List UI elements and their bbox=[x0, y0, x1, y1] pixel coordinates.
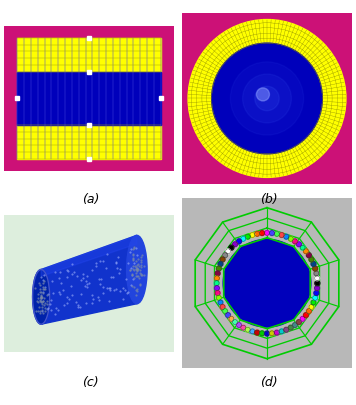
Circle shape bbox=[293, 239, 297, 244]
Circle shape bbox=[250, 233, 255, 238]
Circle shape bbox=[230, 63, 304, 136]
Circle shape bbox=[284, 234, 289, 239]
Circle shape bbox=[215, 271, 220, 276]
Circle shape bbox=[232, 320, 237, 325]
Circle shape bbox=[314, 291, 319, 296]
Circle shape bbox=[260, 331, 265, 336]
Circle shape bbox=[229, 317, 234, 322]
Bar bbox=[17, 126, 161, 160]
Circle shape bbox=[229, 245, 234, 250]
Circle shape bbox=[311, 300, 316, 305]
Circle shape bbox=[297, 320, 302, 325]
Circle shape bbox=[218, 262, 223, 267]
Text: (a): (a) bbox=[82, 192, 99, 205]
Circle shape bbox=[300, 317, 305, 322]
Circle shape bbox=[260, 231, 265, 236]
Circle shape bbox=[265, 231, 269, 236]
Circle shape bbox=[220, 305, 225, 309]
Text: (b): (b) bbox=[260, 192, 278, 205]
Circle shape bbox=[274, 330, 279, 335]
FancyBboxPatch shape bbox=[0, 212, 180, 355]
Circle shape bbox=[188, 21, 346, 178]
Circle shape bbox=[226, 249, 231, 254]
Circle shape bbox=[309, 258, 314, 262]
Circle shape bbox=[215, 291, 220, 296]
Bar bbox=[17, 73, 161, 126]
Circle shape bbox=[297, 242, 302, 247]
Circle shape bbox=[223, 240, 311, 327]
Circle shape bbox=[214, 276, 219, 281]
Circle shape bbox=[223, 253, 227, 258]
Circle shape bbox=[237, 239, 241, 244]
Circle shape bbox=[226, 313, 231, 318]
Bar bbox=[17, 39, 161, 73]
Circle shape bbox=[288, 237, 293, 242]
Text: (d): (d) bbox=[260, 375, 278, 388]
Circle shape bbox=[314, 271, 319, 276]
Ellipse shape bbox=[33, 270, 50, 324]
Circle shape bbox=[214, 286, 219, 291]
Circle shape bbox=[250, 329, 255, 334]
Circle shape bbox=[241, 325, 246, 330]
Circle shape bbox=[220, 258, 225, 262]
Ellipse shape bbox=[127, 236, 147, 304]
Circle shape bbox=[307, 253, 311, 258]
Circle shape bbox=[315, 276, 320, 281]
Circle shape bbox=[279, 329, 284, 334]
Circle shape bbox=[279, 233, 284, 238]
Circle shape bbox=[242, 75, 292, 124]
Circle shape bbox=[284, 328, 289, 333]
Circle shape bbox=[216, 266, 221, 271]
Polygon shape bbox=[41, 236, 137, 277]
Circle shape bbox=[232, 242, 237, 247]
Circle shape bbox=[218, 300, 223, 305]
Circle shape bbox=[269, 231, 274, 236]
Circle shape bbox=[245, 234, 250, 239]
Circle shape bbox=[214, 281, 219, 286]
Circle shape bbox=[255, 330, 260, 335]
Circle shape bbox=[288, 325, 293, 330]
Circle shape bbox=[241, 237, 246, 242]
Circle shape bbox=[293, 323, 297, 328]
Circle shape bbox=[309, 305, 314, 309]
Text: (c): (c) bbox=[83, 375, 99, 388]
Circle shape bbox=[274, 232, 279, 237]
Circle shape bbox=[269, 331, 274, 336]
Circle shape bbox=[300, 245, 305, 250]
Circle shape bbox=[315, 281, 320, 286]
Circle shape bbox=[265, 331, 269, 336]
Circle shape bbox=[307, 309, 311, 314]
Circle shape bbox=[255, 232, 260, 237]
Circle shape bbox=[216, 296, 221, 301]
Circle shape bbox=[223, 309, 227, 314]
Circle shape bbox=[311, 262, 316, 267]
Circle shape bbox=[313, 296, 318, 301]
Circle shape bbox=[256, 89, 269, 102]
Circle shape bbox=[303, 249, 308, 254]
Polygon shape bbox=[41, 236, 137, 324]
Circle shape bbox=[245, 328, 250, 333]
Circle shape bbox=[315, 286, 320, 291]
Circle shape bbox=[313, 266, 318, 271]
Circle shape bbox=[237, 323, 241, 328]
Circle shape bbox=[303, 313, 308, 318]
Circle shape bbox=[212, 44, 322, 154]
Circle shape bbox=[255, 87, 279, 111]
